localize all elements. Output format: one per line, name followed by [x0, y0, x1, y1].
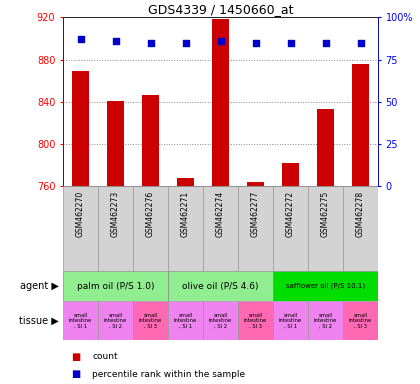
Bar: [203, 301, 238, 340]
Bar: [317, 109, 334, 186]
Point: [77, 36, 84, 42]
Bar: [308, 186, 343, 271]
Text: olive oil (P/S 4.6): olive oil (P/S 4.6): [182, 281, 259, 291]
Text: small
intestine
, SI 3: small intestine , SI 3: [349, 313, 372, 329]
Title: GDS4339 / 1450660_at: GDS4339 / 1450660_at: [148, 3, 293, 16]
Point: [182, 40, 189, 46]
Point: [112, 38, 119, 44]
Text: agent ▶: agent ▶: [20, 281, 59, 291]
Bar: [98, 186, 133, 271]
Bar: [168, 301, 203, 340]
Bar: [343, 186, 378, 271]
Text: ■: ■: [71, 352, 81, 362]
Bar: [107, 101, 124, 186]
Point: [147, 40, 154, 46]
Bar: [203, 186, 238, 271]
Point: [287, 40, 294, 46]
Point: [217, 38, 224, 44]
Bar: [142, 95, 159, 186]
Bar: [72, 71, 89, 186]
Text: small
intestine
, SI 1: small intestine , SI 1: [69, 313, 92, 329]
Bar: [133, 186, 168, 271]
Text: percentile rank within the sample: percentile rank within the sample: [92, 370, 246, 379]
Bar: [212, 19, 229, 186]
Text: safflower oil (P/S 10.1): safflower oil (P/S 10.1): [286, 283, 365, 289]
Text: GSM462273: GSM462273: [111, 190, 120, 237]
Point: [322, 40, 329, 46]
Text: GSM462277: GSM462277: [251, 190, 260, 237]
Bar: [63, 301, 98, 340]
Text: small
intestine
, SI 1: small intestine , SI 1: [174, 313, 197, 329]
Bar: [63, 271, 168, 301]
Bar: [177, 178, 194, 186]
Bar: [238, 186, 273, 271]
Text: GSM462278: GSM462278: [356, 190, 365, 237]
Bar: [273, 301, 308, 340]
Bar: [352, 64, 369, 186]
Text: GSM462274: GSM462274: [216, 190, 225, 237]
Bar: [308, 301, 343, 340]
Text: GSM462270: GSM462270: [76, 190, 85, 237]
Text: GSM462272: GSM462272: [286, 190, 295, 237]
Text: palm oil (P/S 1.0): palm oil (P/S 1.0): [77, 281, 154, 291]
Bar: [133, 301, 168, 340]
Text: small
intestine
, SI 3: small intestine , SI 3: [244, 313, 267, 329]
Point: [252, 40, 259, 46]
Text: small
intestine
, SI 1: small intestine , SI 1: [279, 313, 302, 329]
Text: count: count: [92, 352, 118, 361]
Bar: [247, 182, 264, 186]
Text: GSM462275: GSM462275: [321, 190, 330, 237]
Bar: [273, 186, 308, 271]
Text: GSM462271: GSM462271: [181, 190, 190, 237]
Bar: [343, 301, 378, 340]
Bar: [282, 163, 299, 186]
Bar: [168, 186, 203, 271]
Text: small
intestine
, SI 2: small intestine , SI 2: [314, 313, 337, 329]
Bar: [168, 271, 273, 301]
Text: small
intestine
, SI 2: small intestine , SI 2: [104, 313, 127, 329]
Text: ■: ■: [71, 369, 81, 379]
Bar: [238, 301, 273, 340]
Bar: [273, 271, 378, 301]
Text: GSM462276: GSM462276: [146, 190, 155, 237]
Bar: [98, 301, 133, 340]
Point: [357, 40, 364, 46]
Text: tissue ▶: tissue ▶: [19, 316, 59, 326]
Text: small
intestine
, SI 2: small intestine , SI 2: [209, 313, 232, 329]
Bar: [63, 186, 98, 271]
Text: small
intestine
, SI 3: small intestine , SI 3: [139, 313, 162, 329]
